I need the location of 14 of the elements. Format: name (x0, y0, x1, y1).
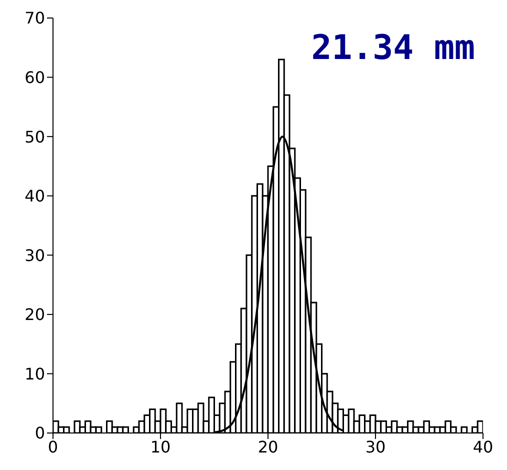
x-tick-label: 30 (365, 437, 386, 456)
y-tick-label: 70 (24, 8, 45, 28)
y-tick-label: 50 (24, 127, 45, 146)
x-tick-label: 10 (150, 437, 171, 456)
y-tick-label: 20 (24, 305, 45, 324)
y-tick-label: 60 (24, 68, 45, 87)
annotation: 21.34 mm (311, 28, 475, 68)
x-tick-label: 20 (258, 437, 278, 456)
y-tick-label: 30 (24, 246, 45, 265)
y-tick-label: 40 (24, 186, 45, 206)
x-tick-label: 0 (48, 437, 58, 456)
y-tick-label: 0 (34, 424, 45, 443)
x-tick-label: 40 (472, 437, 494, 456)
y-tick-label: 10 (24, 364, 45, 384)
